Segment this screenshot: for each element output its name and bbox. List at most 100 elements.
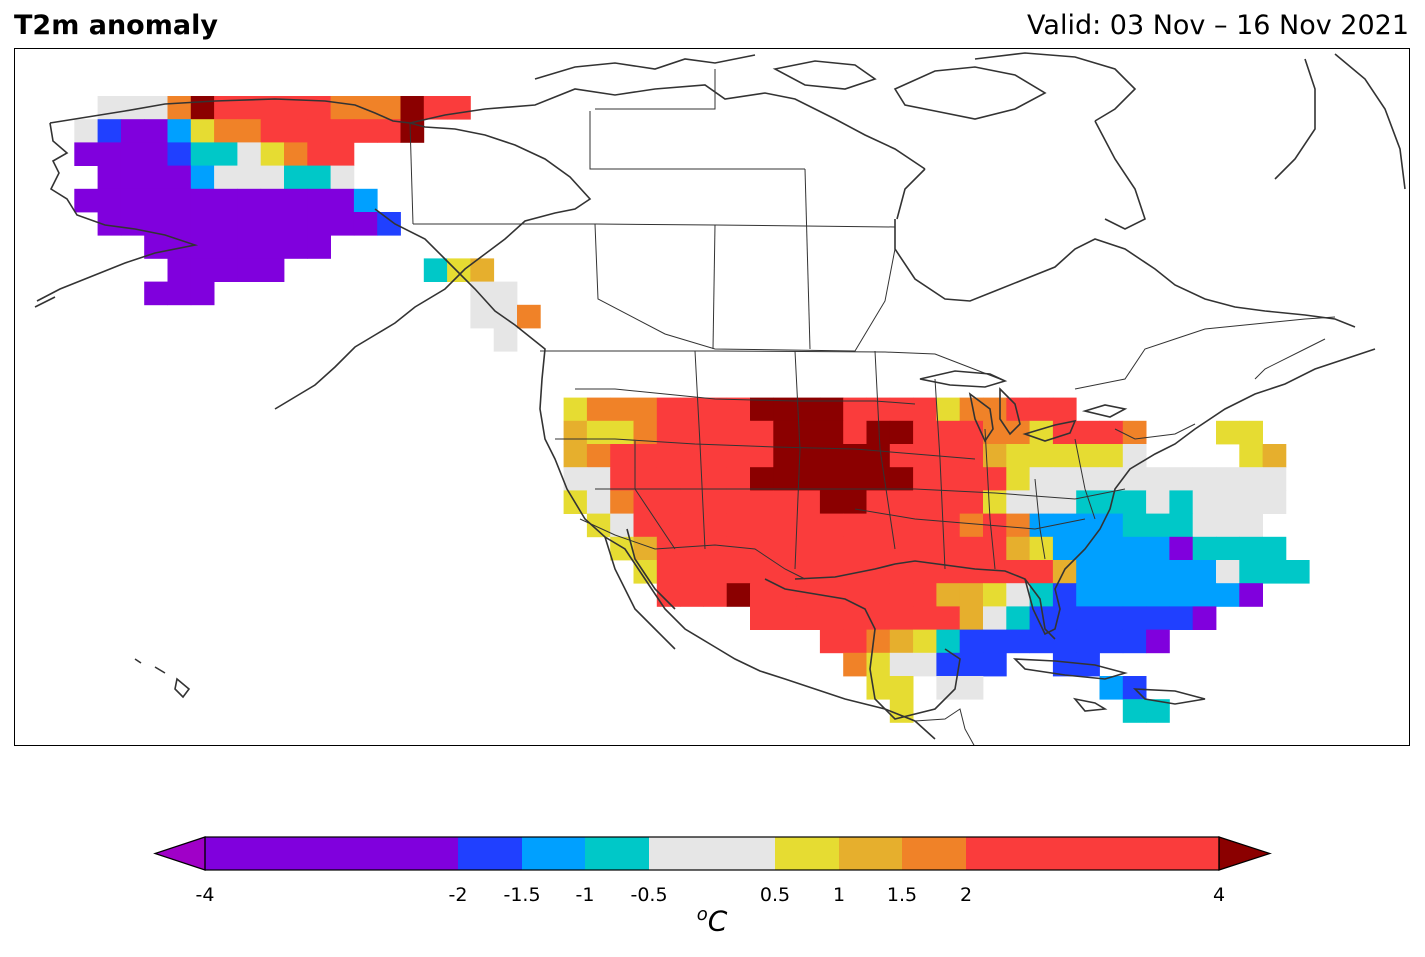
anomaly-cell	[284, 188, 308, 213]
anomaly-cell	[959, 513, 984, 538]
anomaly-cell	[773, 560, 797, 584]
anomaly-cell	[190, 119, 215, 143]
anomaly-cell	[936, 676, 961, 700]
anomaly-cell	[1122, 699, 1147, 723]
anomaly-cell	[144, 142, 168, 166]
anomaly-cell	[703, 397, 728, 422]
colorbar-tick-label: -1.5	[503, 884, 541, 906]
anomaly-cell	[377, 212, 401, 236]
anomaly-cell	[843, 606, 867, 630]
anomaly-cell	[260, 188, 285, 213]
anomaly-cell	[1029, 490, 1054, 514]
anomaly-cell	[1239, 513, 1263, 538]
anomaly-cell	[703, 560, 728, 584]
anomaly-cell	[819, 629, 844, 654]
colorbar-bin	[205, 837, 458, 870]
anomaly-cell	[260, 235, 285, 259]
anomaly-cell	[214, 235, 238, 259]
anomaly-cell	[889, 490, 914, 514]
anomaly-cell	[1122, 560, 1147, 584]
anomaly-cell	[1122, 536, 1147, 561]
anomaly-cell	[423, 96, 448, 120]
anomaly-cell	[983, 467, 1007, 491]
anomaly-cell	[936, 536, 961, 561]
anomaly-cell	[1052, 583, 1077, 607]
anomaly-cell	[959, 420, 984, 445]
anomaly-cell	[586, 444, 611, 468]
anomaly-cell	[983, 536, 1007, 561]
anomaly-cell	[1076, 536, 1100, 561]
anomaly-cell	[750, 536, 774, 561]
anomaly-cell	[1216, 467, 1240, 491]
anomaly-cell	[1285, 560, 1310, 584]
anomaly-cell	[983, 583, 1007, 607]
anomaly-cell	[1146, 560, 1170, 584]
anomaly-cell	[983, 444, 1007, 468]
anomaly-cell	[913, 467, 937, 491]
anomaly-cell	[1262, 536, 1287, 561]
anomaly-cell	[796, 467, 821, 491]
anomaly-cell	[959, 606, 984, 630]
colorbar-tick-label: 1.5	[886, 884, 918, 906]
anomaly-cell	[214, 258, 238, 282]
anomaly-cell	[866, 467, 891, 491]
anomaly-cell	[586, 397, 611, 422]
anomaly-cell	[1099, 513, 1124, 538]
anomaly-cell	[1122, 420, 1147, 445]
anomaly-cell	[819, 513, 844, 538]
anomaly-cell	[1216, 490, 1240, 514]
anomaly-cell	[1006, 629, 1030, 654]
anomaly-cell	[237, 119, 262, 143]
anomaly-cell	[703, 583, 728, 607]
anomaly-cell	[1239, 536, 1263, 561]
anomaly-cell	[1169, 490, 1194, 514]
anomaly-cell	[1239, 467, 1263, 491]
anomaly-cell	[913, 444, 937, 468]
political-borders	[409, 69, 1336, 745]
anomaly-cell	[680, 583, 704, 607]
anomaly-cell	[377, 96, 401, 120]
anomaly-cell	[796, 606, 821, 630]
colorbar-bin	[458, 837, 522, 870]
anomaly-cell	[1076, 490, 1100, 514]
anomaly-cell	[120, 165, 145, 190]
anomaly-cell	[1006, 606, 1030, 630]
anomaly-cell	[959, 629, 984, 654]
anomaly-cell	[307, 142, 331, 166]
anomaly-cell	[819, 560, 844, 584]
colorbar-tick-label: -2	[448, 884, 468, 906]
anomaly-cell	[750, 397, 774, 422]
anomaly-cell	[1099, 629, 1124, 654]
anomaly-cell	[913, 397, 937, 422]
anomaly-cell	[1146, 606, 1170, 630]
anomaly-cell	[866, 676, 891, 700]
anomaly-cell	[330, 142, 355, 166]
anomaly-cell	[120, 119, 145, 143]
anomaly-cell	[190, 281, 215, 306]
anomaly-cell	[843, 629, 867, 654]
anomaly-cell	[1029, 583, 1054, 607]
anomaly-cell	[1146, 513, 1170, 538]
anomaly-cell	[1216, 583, 1240, 607]
anomaly-cell	[214, 188, 238, 213]
anomaly-cell	[633, 490, 658, 514]
anomaly-cell	[889, 699, 914, 723]
anomaly-cell	[214, 96, 238, 120]
anomaly-cell	[353, 188, 378, 213]
anomaly-cell	[1006, 490, 1030, 514]
anomaly-cell	[819, 606, 844, 630]
anomaly-cell	[819, 444, 844, 468]
anomaly-cell	[936, 513, 961, 538]
anomaly-cell	[843, 467, 867, 491]
anomaly-cell	[936, 629, 961, 654]
anomaly-cell	[913, 652, 937, 677]
anomaly-cell	[1192, 606, 1217, 630]
anomaly-cell	[866, 629, 891, 654]
anomaly-cell	[260, 142, 285, 166]
colorbar-bin	[902, 837, 966, 870]
anomaly-cell	[773, 444, 797, 468]
anomaly-cell	[819, 397, 844, 422]
anomaly-cell	[750, 490, 774, 514]
anomaly-cell	[563, 420, 588, 445]
anomaly-cell	[819, 490, 844, 514]
